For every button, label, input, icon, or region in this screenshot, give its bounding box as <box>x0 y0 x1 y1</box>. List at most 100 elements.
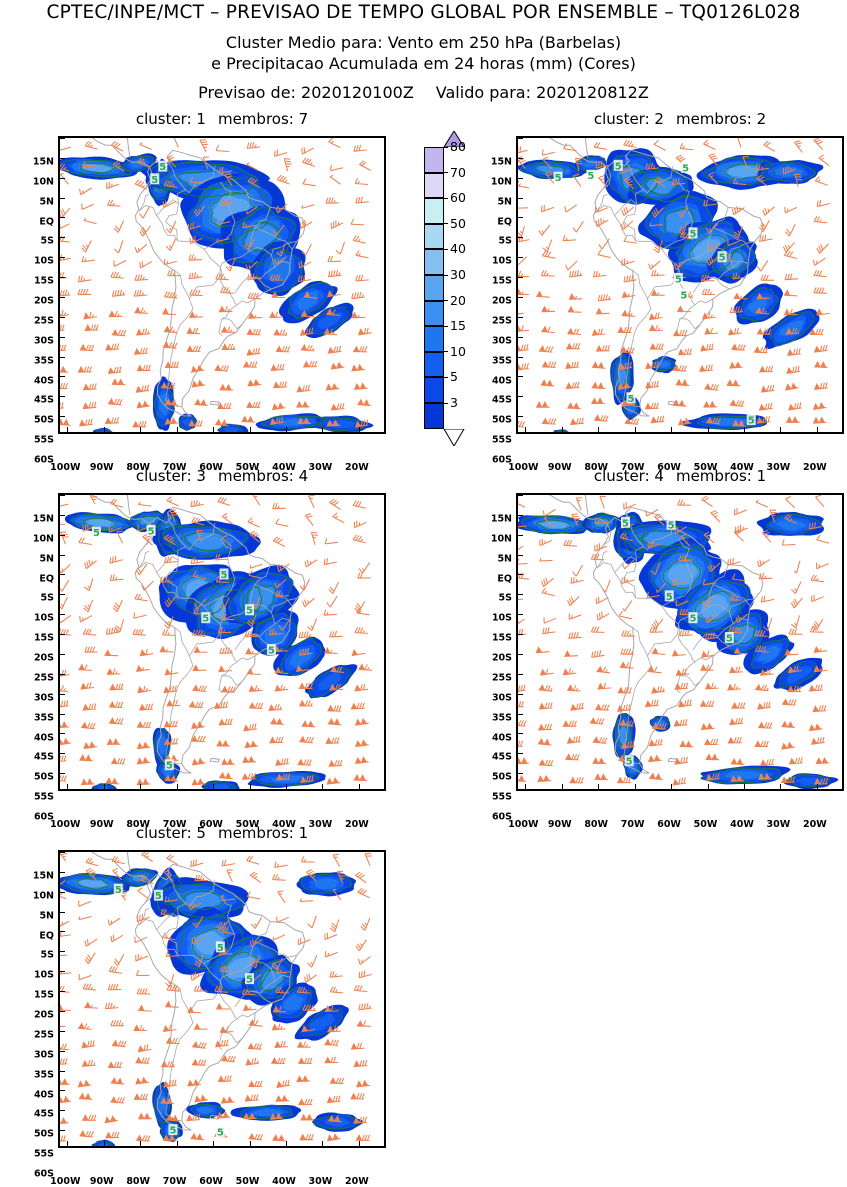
x-axis-tick-label: 70W <box>162 462 187 473</box>
y-axis-tick-label: EQ <box>39 572 54 584</box>
x-axis-tick-label: 30W <box>766 819 791 830</box>
x-axis-tick-mark <box>671 784 673 789</box>
wind-barbs-250hpa <box>518 138 831 428</box>
colorbar-tick-mark <box>424 351 448 353</box>
y-axis-tick-mark <box>60 594 65 596</box>
panel-cluster-3: cluster: 3 membros: 4 5 5 5 5 5 5 5 15N 10N 5N EQ 5S 1… <box>33 467 386 829</box>
y-axis-tick-mark <box>60 891 65 893</box>
svg-text:5: 5 <box>622 518 629 529</box>
x-axis-tick-label: 50W <box>235 819 260 830</box>
y-axis-tick-mark <box>60 673 65 675</box>
y-axis-tick-mark <box>60 554 65 556</box>
y-axis-tick-mark <box>60 1050 65 1052</box>
y-axis-tick-label: 30S <box>33 1049 54 1061</box>
map-cluster-5[interactable]: 5 5 5 5 5 5 15N 10N 5N EQ 5S 10S 15S 20S 25S 30S 35S 40S 4… <box>33 850 386 1186</box>
y-axis-tick-mark <box>518 594 523 596</box>
y-axis-tick-mark <box>60 574 65 576</box>
colorbar-band <box>424 326 444 352</box>
header-title-line1: CPTEC/INPE/MCT – PREVISAO DE TEMPO GLOBA… <box>46 2 801 23</box>
y-axis-tick-mark <box>60 356 65 358</box>
precip-shading <box>518 148 824 432</box>
y-axis-tick-mark <box>60 971 65 973</box>
x-axis-tick-mark <box>103 427 105 432</box>
members-value: 7 <box>298 110 309 128</box>
y-axis-tick-mark <box>518 773 523 775</box>
colorbar-tick-mark <box>424 274 448 276</box>
x-axis-tick-mark <box>598 784 600 789</box>
y-axis-tick-label: 20S <box>491 295 512 307</box>
x-axis-tick-label: 70W <box>162 819 187 830</box>
y-axis-tick-label: 55S <box>491 434 512 446</box>
svg-text:5: 5 <box>217 1128 224 1139</box>
y-axis-tick-mark <box>518 296 523 298</box>
x-axis-tick-label: 70W <box>162 1176 187 1187</box>
y-axis-tick-mark <box>518 416 523 418</box>
y-axis-tick-mark <box>60 693 65 695</box>
y-axis-tick-label: 45S <box>33 394 54 406</box>
map-cluster-4[interactable]: 5 5 5 5 5 5 15N 10N 5N EQ 5S 10S 15S 20S 25S 30S 35S 40S 4… <box>491 493 844 829</box>
colorbar-tick-label: 20 <box>450 292 466 308</box>
panel-cluster-1: cluster: 1 membros: 7 5 5 15N 10N 5N EQ 5S 10S 15S… <box>33 110 386 472</box>
x-axis-tick-mark <box>816 427 818 432</box>
colorbar-tick-label: 50 <box>450 215 466 231</box>
x-axis-tick-label: 60W <box>657 819 681 830</box>
country-borders <box>596 155 755 407</box>
x-axis-tick-label: 80W <box>126 462 151 473</box>
y-axis-tick-mark <box>518 237 523 239</box>
y-axis-tick-label: 25S <box>33 315 54 327</box>
x-axis-tick-mark <box>743 784 745 789</box>
svg-text:5: 5 <box>615 161 622 172</box>
y-axis-tick-label: 15S <box>491 275 512 287</box>
x-axis-tick-mark <box>176 427 178 432</box>
colorbar-tick-mark <box>424 223 448 225</box>
wind-barbs-250hpa <box>518 495 830 786</box>
x-axis-tick-mark <box>780 784 782 789</box>
y-axis-tick-mark <box>518 157 523 159</box>
y-axis-tick-label: 5S <box>40 949 54 961</box>
y-axis-tick-mark <box>518 614 523 616</box>
colorbar-tick-label: 60 <box>450 189 466 205</box>
y-axis-tick-mark <box>518 733 523 735</box>
map-frame-cluster-3: 5 5 5 5 5 5 5 <box>58 493 386 791</box>
map-frame-cluster-5: 5 5 5 5 5 5 <box>58 850 386 1148</box>
x-axis-tick-mark <box>140 1141 142 1146</box>
x-axis-tick-mark <box>561 784 563 789</box>
y-axis-tick-mark <box>60 1030 65 1032</box>
country-borders <box>138 869 297 1121</box>
x-axis-tick-label: 100W <box>50 819 81 830</box>
x-axis-tick-label: 100W <box>508 819 539 830</box>
y-axis-tick-mark <box>518 495 523 496</box>
map-cluster-2[interactable]: 5 5 5 5 5 5 5 5 5 5 15N 10N 5N EQ 5S 10S 15S 20S 25S 30S 35S… <box>491 136 844 472</box>
precipitation-colorbar: 80 70 60 50 40 30 20 15 10 5 3 <box>424 131 484 446</box>
y-axis-tick-mark <box>60 237 65 239</box>
y-axis-tick-label: 45S <box>33 1108 54 1120</box>
y-axis-tick-label: 10N <box>32 533 54 545</box>
x-axis-tick-mark <box>707 784 709 789</box>
y-axis-tick-label: 5N <box>39 552 54 564</box>
map-cluster-3[interactable]: 5 5 5 5 5 5 5 15N 10N 5N EQ 5S 10S 15S 20S 25S 30S 35S 40S… <box>33 493 386 829</box>
y-axis-tick-mark <box>518 634 523 636</box>
y-axis-tick-label: 20S <box>33 295 54 307</box>
coastlines <box>91 138 306 417</box>
x-axis-tick-mark <box>707 427 709 432</box>
svg-text:5: 5 <box>555 173 562 184</box>
y-axis-tick-label: 15N <box>490 156 512 168</box>
y-axis-tick-label: 15N <box>32 156 54 168</box>
y-axis-tick-label: 15N <box>32 513 54 525</box>
x-axis-tick-label: 100W <box>50 1176 81 1187</box>
x-axis-tick-mark <box>285 784 287 789</box>
svg-text:5: 5 <box>680 290 687 301</box>
y-axis-tick-mark <box>60 376 65 378</box>
contour-labels: 5 5 5 5 5 5 <box>621 516 734 768</box>
y-axis-tick-mark <box>60 396 65 398</box>
x-axis-tick-mark <box>743 427 745 432</box>
y-axis-tick-mark <box>518 514 523 516</box>
map-cluster-1[interactable]: 5 5 15N 10N 5N EQ 5S 10S 15S 20S 25S 30S 35S 40S 45S 50… <box>33 136 386 472</box>
x-axis-tick-mark <box>525 427 527 432</box>
x-axis-tick-label: 100W <box>50 462 81 473</box>
cluster-value: 1 <box>196 110 206 128</box>
svg-text:5: 5 <box>689 229 696 240</box>
y-axis-tick-label: 20S <box>33 652 54 664</box>
y-axis-tick-label: 60S <box>491 454 512 466</box>
colorbar-tick-label: 10 <box>450 343 466 359</box>
